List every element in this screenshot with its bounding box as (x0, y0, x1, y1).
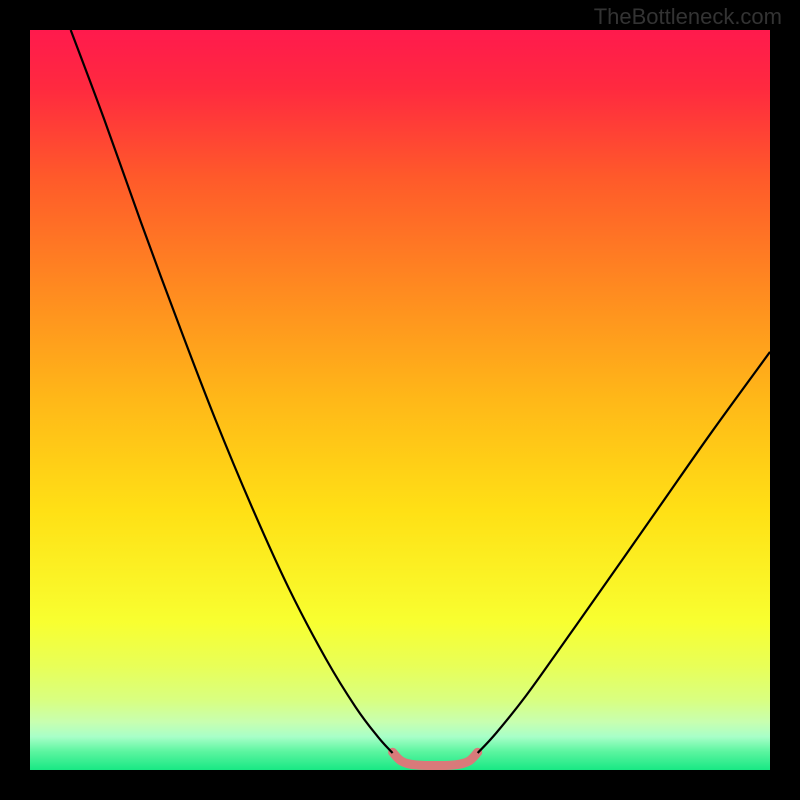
gradient-background (30, 30, 770, 770)
watermark-text: TheBottleneck.com (594, 4, 782, 30)
chart-container: TheBottleneck.com (0, 0, 800, 800)
plot-area (30, 30, 770, 770)
